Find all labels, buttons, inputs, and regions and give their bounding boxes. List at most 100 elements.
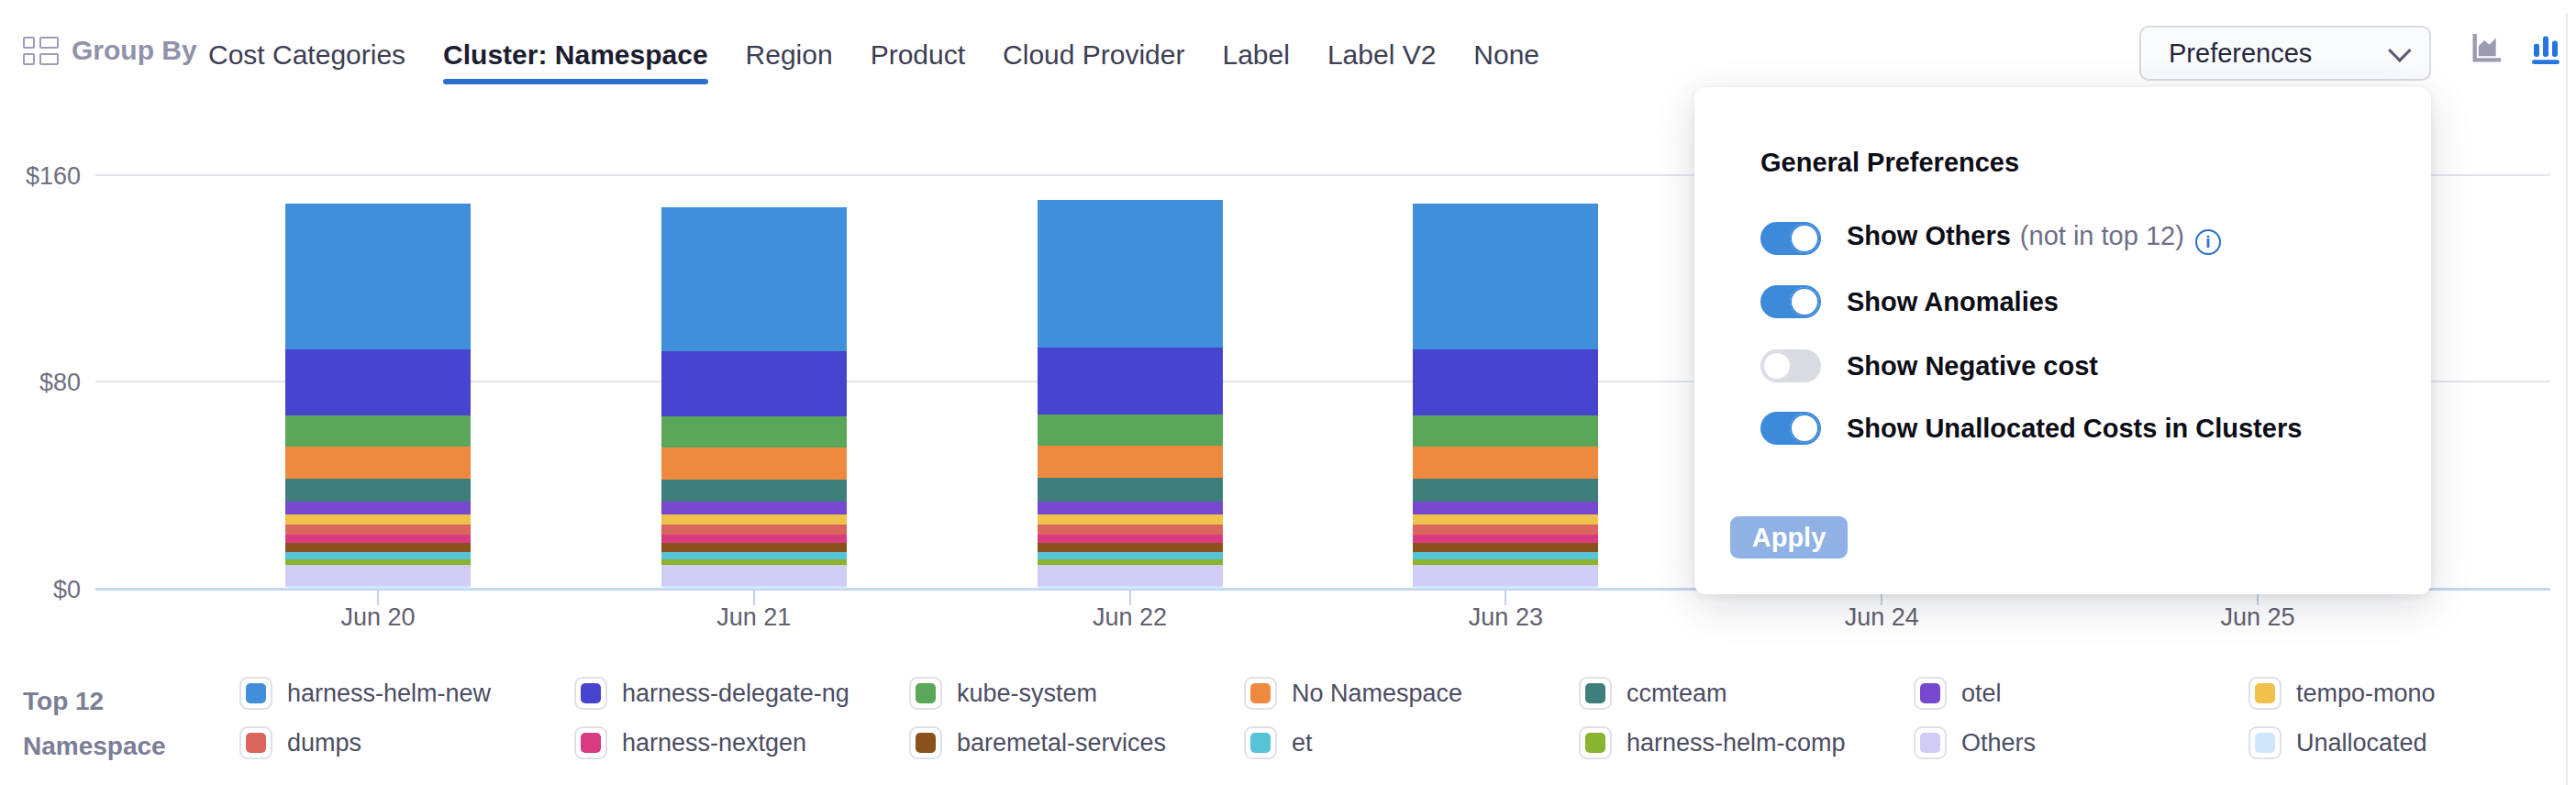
bar-segment-harness-helm-new[interactable] (1413, 204, 1598, 349)
bar-segment-ccmteam[interactable] (285, 479, 471, 502)
bar-segment-kube-system[interactable] (1038, 415, 1223, 446)
content-right-border (2566, 13, 2568, 785)
bar-segment-harness-nextgen[interactable] (661, 535, 847, 543)
bar-segment-unallocated[interactable] (1413, 586, 1598, 589)
area-chart-icon[interactable] (2468, 29, 2506, 66)
bar-segment-dumps[interactable] (1038, 525, 1223, 535)
show-unallocated-toggle[interactable] (1760, 412, 1821, 445)
x-axis-tick-label: Jun 25 (2184, 603, 2331, 632)
bar-segment-et[interactable] (285, 552, 471, 559)
bar-segment-otel[interactable] (1413, 502, 1598, 514)
bar-segment-others[interactable] (661, 565, 847, 585)
bar-segment-unallocated[interactable] (661, 586, 847, 589)
bar-segment-et[interactable] (661, 552, 847, 559)
preferences-button[interactable]: Preferences (2139, 26, 2431, 81)
tab-region[interactable]: Region (746, 26, 833, 84)
tab-cluster-namespace[interactable]: Cluster: Namespace (443, 26, 707, 84)
bar-segment-kube-system[interactable] (285, 415, 471, 447)
bar-segment-harness-nextgen[interactable] (1413, 535, 1598, 543)
bar-segment-et[interactable] (1038, 552, 1223, 559)
bar-segment-unallocated[interactable] (285, 586, 471, 589)
bar-segment-kube-system[interactable] (1413, 415, 1598, 447)
legend-item[interactable]: Unallocated (2248, 723, 2576, 763)
bar-segment-dumps[interactable] (1413, 525, 1598, 535)
toggle-suffix: (not in top 12) (2020, 221, 2184, 250)
stacked-bar-jun-23[interactable] (1413, 204, 1598, 589)
group-by-grid-icon (23, 37, 59, 65)
bar-segment-harness-delegate-ng[interactable] (661, 351, 847, 417)
x-axis-tick-label: Jun 24 (1808, 603, 1955, 632)
bar-segment-harness-helm-new[interactable] (1038, 200, 1223, 348)
bar-segment-harness-helm-new[interactable] (661, 207, 847, 350)
bar-segment-ccmteam[interactable] (661, 480, 847, 503)
legend-label: otel (1961, 680, 2002, 708)
bar-segment-ccmteam[interactable] (1038, 478, 1223, 501)
bar-segment-dumps[interactable] (285, 525, 471, 535)
toggle-knob (1790, 414, 1819, 443)
tab-cloud-provider[interactable]: Cloud Provider (1003, 26, 1184, 84)
legend-item[interactable]: kube-system (909, 673, 1244, 713)
info-icon[interactable]: i (2195, 229, 2221, 255)
bar-segment-kube-system[interactable] (661, 416, 847, 448)
stacked-bar-jun-22[interactable] (1038, 200, 1223, 589)
legend-item[interactable]: harness-helm-new (239, 673, 574, 713)
legend-swatch (909, 677, 942, 710)
bar-segment-others[interactable] (1413, 565, 1598, 586)
legend-item[interactable]: baremetal-services (909, 723, 1244, 763)
bar-segment-no-namespace[interactable] (1038, 446, 1223, 478)
legend-item[interactable]: otel (1914, 673, 2248, 713)
bar-segment-baremetal-services[interactable] (1413, 543, 1598, 552)
bar-segment-tempo-mono[interactable] (1038, 514, 1223, 525)
tab-none[interactable]: None (1473, 26, 1539, 84)
bar-segment-harness-delegate-ng[interactable] (285, 349, 471, 415)
stacked-bar-jun-21[interactable] (661, 207, 847, 589)
legend-label: harness-helm-new (287, 680, 491, 708)
bar-segment-no-namespace[interactable] (285, 447, 471, 479)
bar-segment-unallocated[interactable] (1038, 586, 1223, 589)
legend-item[interactable]: et (1244, 723, 1579, 763)
legend-item[interactable]: tempo-mono (2248, 673, 2576, 713)
apply-button[interactable]: Apply (1730, 516, 1848, 558)
legend-item[interactable]: harness-nextgen (574, 723, 909, 763)
tab-cost-categories[interactable]: Cost Categories (208, 26, 405, 84)
bar-segment-no-namespace[interactable] (1413, 447, 1598, 479)
bar-segment-et[interactable] (1413, 552, 1598, 559)
legend-item[interactable]: ccmteam (1579, 673, 1914, 713)
legend-item[interactable]: Others (1914, 723, 2248, 763)
legend-item[interactable]: harness-helm-comp (1579, 723, 1914, 763)
bar-segment-no-namespace[interactable] (661, 448, 847, 480)
show-anomalies-toggle[interactable] (1760, 285, 1821, 318)
bar-segment-harness-nextgen[interactable] (285, 535, 471, 543)
bar-segment-tempo-mono[interactable] (1413, 514, 1598, 525)
show-negative-cost-toggle[interactable] (1760, 349, 1821, 382)
bar-segment-otel[interactable] (285, 502, 471, 514)
bar-segment-otel[interactable] (661, 502, 847, 514)
legend-item[interactable]: No Namespace (1244, 673, 1579, 713)
legend-swatch (1244, 677, 1277, 710)
bar-segment-ccmteam[interactable] (1413, 479, 1598, 502)
bar-segment-tempo-mono[interactable] (661, 514, 847, 525)
bar-segment-baremetal-services[interactable] (661, 543, 847, 552)
tab-label-v2[interactable]: Label V2 (1327, 26, 1436, 84)
bar-segment-tempo-mono[interactable] (285, 514, 471, 525)
bar-segment-otel[interactable] (1038, 502, 1223, 514)
tab-label[interactable]: Label (1222, 26, 1289, 84)
legend-item[interactable]: dumps (239, 723, 574, 763)
bar-segment-harness-delegate-ng[interactable] (1038, 348, 1223, 415)
chevron-down-icon (2388, 39, 2411, 61)
bar-segment-harness-helm-new[interactable] (285, 204, 471, 349)
bar-chart-icon[interactable] (2526, 29, 2565, 66)
show-others-toggle[interactable] (1760, 222, 1821, 255)
legend-item[interactable]: harness-delegate-ng (574, 673, 909, 713)
bar-segment-others[interactable] (285, 565, 471, 586)
bar-segment-baremetal-services[interactable] (285, 543, 471, 552)
bar-segment-baremetal-services[interactable] (1038, 543, 1223, 552)
stacked-bar-jun-20[interactable] (285, 204, 471, 589)
bar-segment-harness-delegate-ng[interactable] (1413, 349, 1598, 415)
group-by-label: Group By (72, 35, 197, 66)
bar-segment-others[interactable] (1038, 565, 1223, 586)
tab-product[interactable]: Product (871, 26, 965, 84)
y-axis-tick-label: $0 (0, 576, 81, 604)
bar-segment-dumps[interactable] (661, 525, 847, 535)
bar-segment-harness-nextgen[interactable] (1038, 535, 1223, 543)
